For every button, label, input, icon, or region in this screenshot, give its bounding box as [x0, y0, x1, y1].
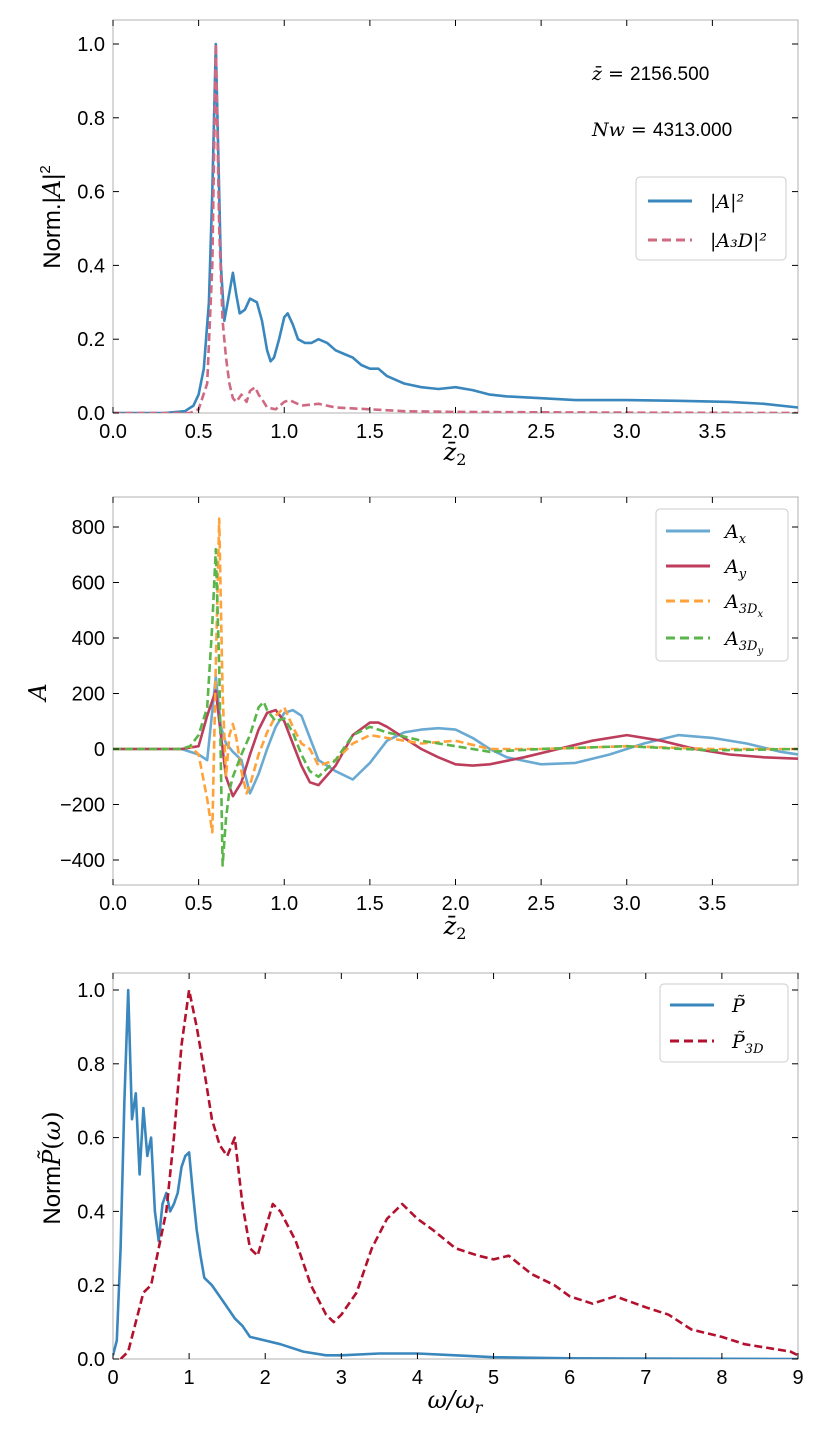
x-tick-label: 1.0: [270, 893, 298, 915]
panel-top: 0.0 0.5 1.0 1.5 2.0 2.5 3.0 3.5 0.0 0.2 0.4 0.6 0.8 1…: [37, 19, 799, 469]
annotation-nw-value: 4313.000: [653, 120, 732, 141]
x-tick-label: 5: [488, 1367, 499, 1389]
series-line-2-1: [119, 988, 798, 1359]
legend-top-label-a3d: |A₃D|²: [710, 230, 767, 252]
legend-top-label-a: |A|²: [710, 191, 744, 213]
x-tick-label: 3.5: [698, 893, 726, 915]
x-tick-label: 0.5: [185, 421, 213, 443]
y-tick-label: 0.8: [77, 1054, 105, 1076]
y-tick-label: 600: [72, 573, 105, 595]
svg-text:z̄2: z̄2: [443, 438, 467, 469]
x-tick-label: 2.0: [442, 421, 470, 443]
svg-text:z̄ = 2156.500: z̄ = 2156.500: [591, 63, 709, 85]
y-tick-label: 0.6: [77, 1128, 105, 1150]
x-tick-label: 2.5: [527, 421, 555, 443]
y-tick-label: 0.4: [77, 255, 105, 277]
y-tick-label: 0.0: [77, 403, 105, 425]
z2-bar-symbol: z̄: [443, 438, 457, 466]
x-tick-label: 9: [792, 1367, 803, 1389]
panel-middle: 0.0 0.5 1.0 1.5 2.0 2.5 3.0 3.5 −400 −200 0 200 400 6…: [24, 496, 799, 943]
legend-top: |A|² |A₃D|²: [635, 176, 787, 261]
svg-text:Nw = 4313.000: Nw = 4313.000: [591, 119, 732, 141]
legend-middle: Ax Ay A3Dx A3Dy: [655, 508, 789, 662]
x-tick-label: 2: [260, 1367, 271, 1389]
x-tick-label: 2.5: [527, 893, 555, 915]
x-tick-label: 0.0: [99, 893, 127, 915]
legend-bottom-label-p: P̃: [731, 995, 746, 1017]
legend-bottom: P̃ P̃3D: [659, 983, 789, 1063]
annotation-zbar-value: 2156.500: [630, 64, 709, 85]
panel-top-xlabel: z̄2: [443, 438, 467, 469]
x-tick-label: 3.0: [613, 893, 641, 915]
x-tick-label: 3.5: [698, 421, 726, 443]
x-tick-label: 1: [184, 1367, 195, 1389]
panel-top-series: [113, 42, 798, 413]
annotation-zbar: z̄ = 2156.500: [591, 63, 709, 85]
x-tick-label: 8: [716, 1367, 727, 1389]
annotation-nw-label: Nw =: [591, 119, 653, 141]
svg-text:NormP̃(ω): NormP̃(ω): [38, 1111, 66, 1224]
panel-bottom-series: [113, 988, 798, 1359]
svg-text:z̄2: z̄2: [443, 912, 467, 943]
x-tick-label: 1.5: [356, 421, 384, 443]
annotation-nw: Nw = 4313.000: [591, 119, 732, 141]
y-tick-label: 0.4: [77, 1201, 105, 1223]
svg-text:Norm.|A|2: Norm.|A|2: [37, 165, 66, 269]
panel-bottom-xlabel: ω/ωr: [428, 1386, 484, 1417]
x-tick-label: 2.0: [442, 893, 470, 915]
y-tick-label: 0: [94, 739, 105, 761]
x-tick-label: 0.5: [185, 893, 213, 915]
x-tick-label: 0: [107, 1367, 118, 1389]
y-tick-label: −200: [60, 795, 105, 817]
x-tick-label: 0.0: [99, 421, 127, 443]
series-line-1-0: [113, 675, 798, 795]
y-tick-label: 0.6: [77, 182, 105, 204]
series-line-1-3: [113, 547, 798, 867]
y-tick-label: 0.2: [77, 329, 105, 351]
panel-bottom: 0 1 2 3 4 5 6 7 8 9 0.0 0.2 0.4 0.6 0.8 1.0 ω/ωr NormP̃…: [38, 972, 804, 1417]
panel-top-ylabel: Norm.|A|2: [37, 165, 66, 269]
y-tick-label: 400: [72, 628, 105, 650]
panel-bottom-ticks: 0 1 2 3 4 5 6 7 8 9 0.0 0.2 0.4 0.6 0.8 1.0: [77, 973, 804, 1389]
svg-text:ω/ωr: ω/ωr: [428, 1386, 484, 1417]
panel-middle-ticks: 0.0 0.5 1.0 1.5 2.0 2.5 3.0 3.5 −400 −200 0 200 400 6…: [60, 497, 798, 915]
x-tick-label: 1.0: [270, 421, 298, 443]
y-tick-label: 1.0: [77, 980, 105, 1002]
panel-middle-series: [113, 517, 798, 867]
x-tick-label: 3: [336, 1367, 347, 1389]
x-tick-label: 1.5: [356, 893, 384, 915]
annotation-zbar-label: z̄ =: [591, 63, 630, 85]
panel-top-ticks: 0.0 0.5 1.0 1.5 2.0 2.5 3.0 3.5 0.0 0.2 0.4 0.6 0.8 1…: [77, 20, 798, 443]
x-tick-label: 7: [640, 1367, 651, 1389]
y-tick-label: 0.0: [77, 1349, 105, 1371]
series-line-1-2: [113, 517, 798, 834]
x-tick-label: 4: [412, 1367, 423, 1389]
y-tick-label: −400: [60, 850, 105, 872]
series-line-2-0: [113, 988, 798, 1359]
panel-bottom-ylabel: NormP̃(ω): [38, 1111, 66, 1224]
y-tick-label: 200: [72, 684, 105, 706]
y-tick-label: 1.0: [77, 34, 105, 56]
y-tick-label: 800: [72, 517, 105, 539]
x-tick-label: 6: [564, 1367, 575, 1389]
panel-bottom-frame: [112, 972, 799, 1360]
y-tick-label: 0.2: [77, 1275, 105, 1297]
x-tick-label: 3.0: [613, 421, 641, 443]
panel-middle-xlabel: z̄2: [443, 912, 467, 943]
svg-text:A: A: [24, 683, 52, 702]
panel-middle-ylabel: A: [24, 683, 52, 702]
y-tick-label: 0.8: [77, 108, 105, 130]
